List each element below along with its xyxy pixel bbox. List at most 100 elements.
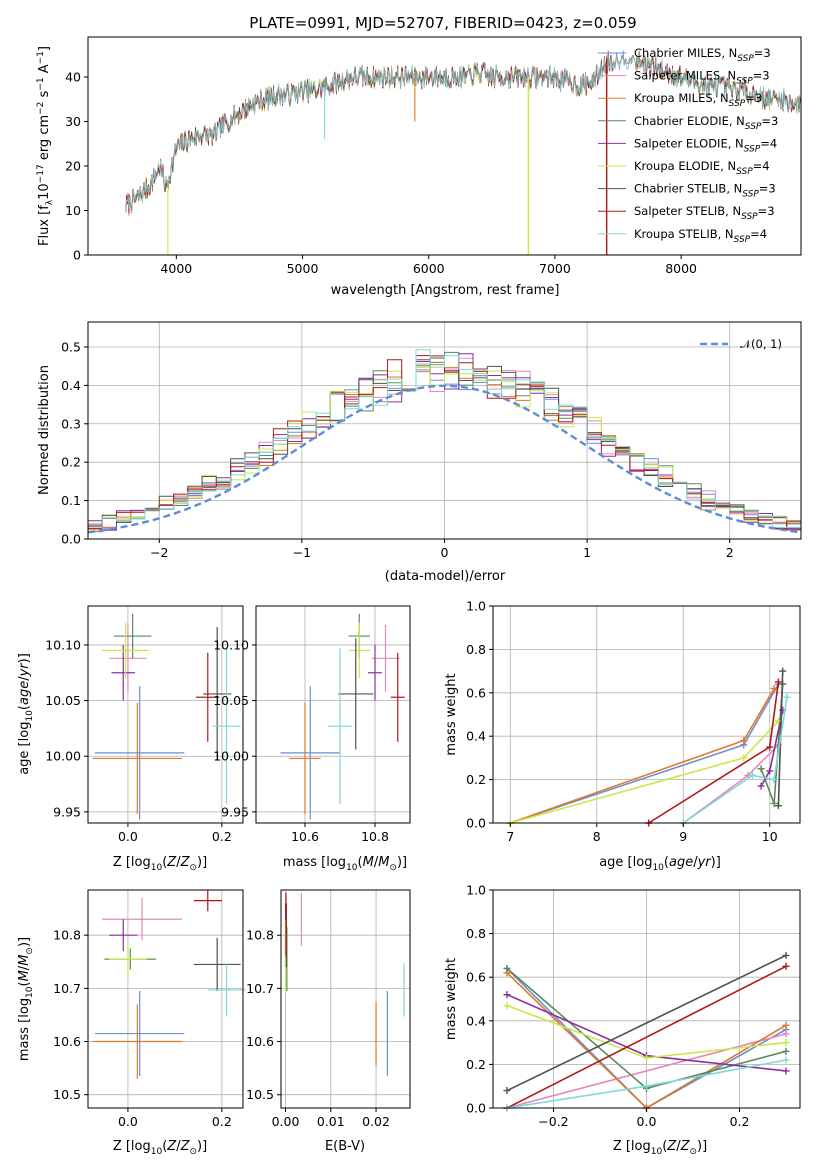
x-tick-label: 5000 [287, 261, 319, 276]
weight-marker-kroupa_miles [740, 737, 748, 745]
legend-label-chabrier_elodie: Chabrier ELODIE, NSSP=3 [634, 114, 778, 132]
weight-marker-chabrier_stelib [779, 667, 787, 675]
y-tick-label: 0.0 [466, 1101, 486, 1116]
x-tick-label: 0.2 [212, 1114, 232, 1129]
axes-frame [255, 605, 411, 824]
spectrum-legend: Chabrier MILES, NSSP=3 Salpeter MILES, NS… [598, 46, 778, 245]
weight-marker-salpeter_elodie [503, 991, 511, 999]
legend-label-salpeter_miles: Salpeter MILES, NSSP=3 [634, 69, 770, 87]
y-tick-label: 0.4 [61, 378, 81, 393]
chart-title: PLATE=0991, MJD=52707, FIBERID=0423, z=0… [249, 14, 636, 32]
weight-marker-chabrier_elodie [770, 799, 778, 807]
x-axis-label: age [log10(age/yr)] [599, 855, 721, 873]
x-tick-label: 0.2 [730, 1114, 750, 1129]
y-tick-label: 30 [65, 114, 81, 129]
normal-curve [87, 384, 802, 534]
y-axis-label: age [log10(age/yr)] [17, 653, 35, 775]
x-tick-label: −0.2 [538, 1114, 568, 1129]
y-tick-label: 9.95 [221, 804, 249, 819]
x-tick-label: 0.02 [362, 1114, 390, 1129]
y-tick-label: 40 [65, 70, 81, 85]
weight-line-kroupa_stelib [682, 696, 788, 824]
x-tick-label: 0.01 [317, 1114, 345, 1129]
weight-marker-salpeter_elodie [782, 1067, 790, 1075]
x-tick-label: 10.8 [361, 829, 389, 844]
axes-spectrum: 4000 5000 6000 7000 8000 0 10 20 30 40 PLATE=0991,… [36, 14, 802, 298]
weight-marker-chabrier_elodie [757, 765, 765, 773]
axes-frame [87, 36, 802, 256]
legend-label-salpeter_stelib: Salpeter STELIB, NSSP=3 [634, 204, 775, 222]
legend-label-chabrier_miles: Chabrier MILES, NSSP=3 [634, 46, 771, 64]
x-tick-label: 2 [726, 545, 734, 560]
weight-marker-chabrier_stelib [774, 802, 782, 810]
axes-frame [87, 605, 244, 824]
y-tick-label: 10.05 [213, 693, 249, 708]
x-tick-label: 8000 [665, 261, 697, 276]
x-tick-label: 10.6 [291, 829, 319, 844]
y-tick-label: 1.0 [466, 599, 486, 614]
y-tick-label: 0.2 [466, 1057, 486, 1072]
y-tick-label: 10.05 [45, 693, 81, 708]
y-axis-label: mass weight [444, 673, 459, 755]
y-tick-label: 10.6 [53, 1034, 81, 1049]
plot-area [280, 613, 405, 820]
weight-marker-salpeter_elodie [766, 767, 774, 775]
y-tick-label: 0 [73, 248, 81, 263]
axes-residuals: −2 −1 0 1 2 0.0 0.1 0.2 0.3 0.4 0.5 (data-model)/er… [37, 321, 802, 584]
y-tick-label: 10.00 [213, 749, 249, 764]
weight-line-chabrier_stelib [506, 954, 787, 1092]
y-tick-label: 10 [65, 203, 81, 218]
weight-line-salpeter_miles [506, 1033, 787, 1109]
y-tick-label: 0.5 [61, 339, 81, 354]
x-tick-label: −1 [293, 545, 311, 560]
x-axis-label: E(B-V) [325, 1139, 365, 1154]
y-tick-label: 10.8 [246, 928, 274, 943]
axes-frame [87, 889, 244, 1109]
x-tick-label: 0.0 [118, 829, 138, 844]
y-tick-label: 10.00 [45, 749, 81, 764]
x-tick-label: −2 [150, 545, 168, 560]
x-axis-label: Z [log10(Z/Z⊙)] [113, 855, 207, 873]
spectrum-line-kroupa_stelib [125, 54, 801, 213]
y-axis-label: mass weight [444, 958, 459, 1040]
x-axis-label: (data-model)/error [385, 569, 506, 584]
plot-area [92, 890, 246, 1079]
plot-area [92, 613, 241, 820]
axes-mass_vs_Z: 0.0 0.2 10.5 10.6 10.7 10.8 Z [log10(Z/Z⊙)] mas… [17, 889, 246, 1157]
y-tick-label: 10.10 [213, 637, 249, 652]
weight-marker-kroupa_miles [782, 1021, 790, 1029]
weight-marker-salpeter_elodie [757, 782, 765, 790]
axes-frame [492, 605, 801, 824]
y-axis-label: Normed distribution [37, 365, 52, 495]
plot-area [284, 892, 405, 1077]
y-tick-label: 0.1 [61, 493, 81, 508]
x-tick-label: 1 [583, 545, 591, 560]
weight-marker-kroupa_stelib [748, 771, 756, 779]
y-tick-label: 0.2 [466, 772, 486, 787]
y-tick-label: 10.5 [53, 1087, 81, 1102]
y-tick-label: 10.7 [53, 981, 81, 996]
weight-marker-kroupa_miles [770, 684, 778, 692]
y-tick-label: 0.8 [466, 926, 486, 941]
legend-label-chabrier_stelib: Chabrier STELIB, NSSP=3 [634, 182, 776, 200]
weight-marker-chabrier_elodie [782, 1047, 790, 1055]
y-tick-label: 1.0 [466, 883, 486, 898]
plot-area [125, 50, 801, 255]
y-axis-label: mass [log10(M/M⊙)] [17, 937, 35, 1061]
y-tick-label: 0.6 [466, 970, 486, 985]
histogram-kroupa_stelib [88, 349, 801, 532]
x-tick-label: 9 [679, 829, 687, 844]
x-tick-label: 8 [593, 829, 601, 844]
weight-line-salpeter_stelib [506, 965, 787, 1109]
y-tick-label: 0.4 [466, 1013, 486, 1028]
weight-marker-kroupa_elodie [503, 1002, 511, 1010]
weight-marker-kroupa_elodie [740, 754, 748, 762]
y-tick-label: 0.3 [61, 416, 81, 431]
legend-label-normal: 𝒩(0, 1) [740, 337, 782, 351]
weight-marker-kroupa_stelib [643, 1082, 650, 1090]
y-tick-label: 10.5 [246, 1087, 274, 1102]
y-tick-label: 0.0 [61, 532, 81, 547]
x-tick-label: 7 [506, 829, 514, 844]
plot-area [87, 349, 802, 534]
y-tick-label: 10.6 [246, 1034, 274, 1049]
